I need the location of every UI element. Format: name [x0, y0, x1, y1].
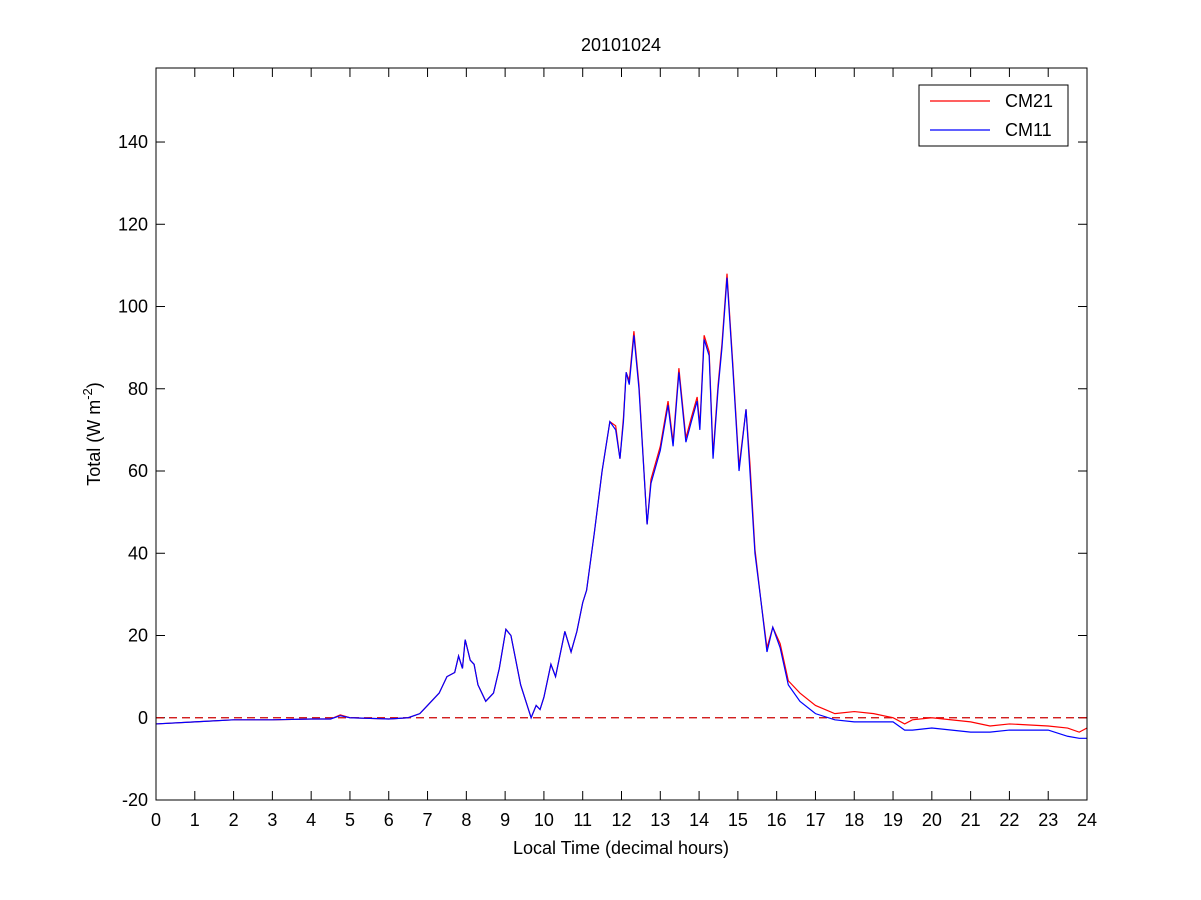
x-tick-label: 2: [229, 810, 239, 830]
chart-title: 20101024: [581, 35, 661, 55]
y-tick-label: 0: [138, 708, 148, 728]
x-tick-label: 18: [844, 810, 864, 830]
legend-label: CM21: [1005, 91, 1053, 111]
legend-box: [918, 84, 1069, 147]
x-tick-label: 21: [961, 810, 981, 830]
x-tick-label: 15: [728, 810, 748, 830]
y-tick-label: -20: [122, 790, 148, 810]
y-label-end: ): [84, 382, 104, 388]
y-tick-label: 120: [118, 214, 148, 234]
x-tick-label: 1: [190, 810, 200, 830]
x-axis-label: Local Time (decimal hours): [513, 838, 729, 858]
x-tick-label: 24: [1077, 810, 1097, 830]
x-tick-label: 20: [922, 810, 942, 830]
x-tick-label: 6: [384, 810, 394, 830]
x-tick-label: 9: [500, 810, 510, 830]
y-tick-label: 100: [118, 297, 148, 317]
series-line: [155, 277, 1087, 739]
axes-box: [155, 67, 1088, 801]
x-tick-label: 0: [151, 810, 161, 830]
y-label-sup: -2: [80, 388, 95, 400]
x-tick-label: 22: [999, 810, 1019, 830]
y-axis-label: Total (W m-2): [80, 382, 104, 486]
x-tick-label: 8: [461, 810, 471, 830]
y-label-text: Total (W m: [84, 400, 104, 486]
x-tick-label: 3: [267, 810, 277, 830]
x-tick-label: 5: [345, 810, 355, 830]
y-tick-label: 20: [128, 626, 148, 646]
y-tick-label: 60: [128, 461, 148, 481]
x-tick-label: 14: [689, 810, 709, 830]
x-tick-label: 12: [611, 810, 631, 830]
x-tick-label: 19: [883, 810, 903, 830]
legend-label: CM11: [1005, 120, 1052, 140]
y-tick-label: 80: [128, 379, 148, 399]
x-tick-label: 16: [767, 810, 787, 830]
x-tick-label: 10: [534, 810, 554, 830]
x-tick-label: 13: [650, 810, 670, 830]
x-tick-label: 4: [306, 810, 316, 830]
x-tick-label: 23: [1038, 810, 1058, 830]
y-tick-label: 140: [118, 132, 148, 152]
y-tick-label: 40: [128, 543, 148, 563]
x-tick-label: 17: [805, 810, 825, 830]
x-tick-label: 7: [423, 810, 433, 830]
x-tick-label: 11: [573, 810, 592, 830]
